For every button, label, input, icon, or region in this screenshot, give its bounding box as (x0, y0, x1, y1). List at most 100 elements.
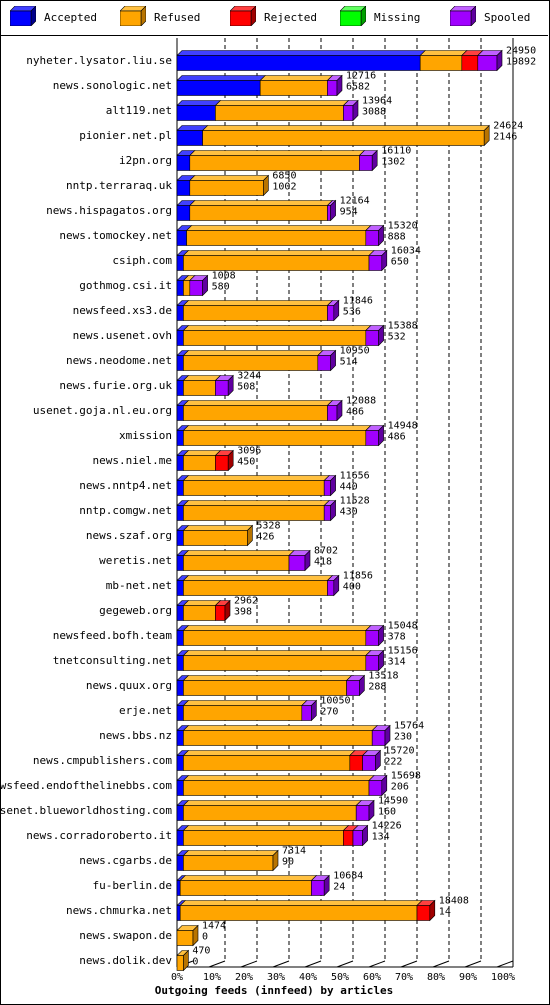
bar-16-rejected-side (227, 449, 234, 472)
bar-3-refused-face (202, 130, 485, 146)
bar-6-spooled-face (327, 205, 331, 221)
bar-19-refused-top (182, 525, 254, 531)
bar-18-spooled-side (330, 499, 336, 522)
tick-mark-80 (432, 960, 450, 968)
accepted-label-2: 3088 (362, 107, 386, 118)
bar-31-refused-top (182, 825, 350, 831)
accepted-label-24: 314 (388, 657, 406, 668)
bar-2-accepted-top (176, 100, 222, 106)
category-label-15: xmission (119, 429, 172, 442)
bar-31-accepted-face (176, 830, 184, 846)
bar-10-spooled-face (327, 305, 335, 321)
total-label-10: 11846 (343, 296, 373, 307)
bar-1-accepted-top (176, 75, 266, 81)
bar-20-refused-face (183, 555, 290, 571)
accepted-label-9: 580 (212, 282, 230, 293)
total-label-29: 15698 (391, 771, 421, 782)
bar-29-refused-face (183, 780, 370, 796)
bar-20-accepted-face (176, 555, 184, 571)
x-tick-label-60: 60% (363, 972, 381, 983)
accepted-label-28: 222 (384, 757, 402, 768)
bar-9-refused-face (183, 280, 191, 296)
bar-33-accepted-face (176, 880, 181, 896)
total-label-3: 24624 (493, 121, 523, 132)
category-label-16: news.niel.me (93, 454, 172, 467)
bar-3-accepted-face (176, 130, 203, 146)
category-label-10: newsfeed.xs3.de (73, 304, 172, 317)
bar-17-refused-top (182, 475, 330, 481)
category-label-4: i2pn.org (119, 154, 172, 167)
bar-34-refused-top (179, 900, 423, 906)
accepted-label-17: 440 (340, 482, 358, 493)
bar-19-refused-side (247, 524, 253, 547)
bar-19-accepted-face (176, 530, 184, 546)
bar-8-spooled-face (368, 255, 383, 271)
bar-28-spooled-face (362, 755, 376, 771)
bar-22-accepted-face (176, 605, 184, 621)
x-tick-label-100: 100% (491, 972, 515, 983)
bar-14-spooled-face (327, 405, 338, 421)
bar-34-refused-face (179, 905, 418, 921)
bar-3-refused-top (201, 125, 490, 131)
legend-swatch-missing (340, 6, 366, 26)
bar-2-spooled-side (352, 99, 359, 122)
category-label-29: newsfeed.endofthelinebbs.com (0, 779, 172, 792)
accepted-label-18: 430 (340, 507, 358, 518)
bar-23-refused-face (183, 630, 367, 646)
legend-swatch-accepted (10, 6, 36, 26)
x-axis-title: Outgoing feeds (innfeed) by articles (154, 984, 394, 997)
total-label-16: 3096 (237, 446, 261, 457)
category-label-17: news.nntp4.net (79, 479, 172, 492)
bar-32-refused-face (183, 855, 274, 871)
category-label-8: csiph.com (112, 254, 172, 267)
bar-17-spooled-side (330, 474, 336, 497)
bar-15-spooled-face (365, 430, 379, 446)
bar-4-refused-top (189, 150, 366, 156)
total-label-34: 18408 (439, 896, 469, 907)
bar-6-accepted-face (176, 205, 191, 221)
bar-14-spooled-side (336, 399, 343, 422)
bar-23-accepted-face (176, 630, 184, 646)
bar-2-spooled-face (343, 105, 354, 121)
bar-24-refused-face (183, 655, 367, 671)
bar-20-spooled-face (288, 555, 306, 571)
category-label-30: usenet.blueworldhosting.com (0, 804, 172, 817)
bar-24-accepted-face (176, 655, 184, 671)
accepted-label-26: 270 (320, 707, 338, 718)
x-tick-label-10: 10% (203, 972, 221, 983)
bar-7-spooled-side (378, 224, 384, 247)
bar-28-rejected-face (349, 755, 363, 771)
bar-5-refused-top (189, 175, 270, 181)
bar-11-accepted-face (176, 330, 184, 346)
accepted-label-25: 288 (368, 682, 386, 693)
bar-13-accepted-face (176, 380, 184, 396)
bar-2-refused-face (215, 105, 344, 121)
bar-22-rejected-face (215, 605, 226, 621)
total-label-12: 10950 (340, 346, 370, 357)
accepted-label-16: 450 (237, 457, 255, 468)
bar-30-refused-face (183, 805, 357, 821)
bar-21-accepted-face (176, 580, 184, 596)
category-label-22: gegeweb.org (99, 604, 172, 617)
bar-30-accepted-face (176, 805, 184, 821)
bar-26-spooled-face (301, 705, 312, 721)
bar-7-refused-face (186, 230, 367, 246)
bar-24-spooled-side (378, 649, 384, 672)
bar-0-refused-face (419, 55, 463, 71)
bar-34-rejected-face (416, 905, 431, 921)
total-label-4: 16110 (381, 146, 411, 157)
total-label-13: 3244 (237, 371, 261, 382)
category-label-24: tnetconsulting.net (53, 654, 172, 667)
bar-26-spooled-side (311, 699, 317, 722)
bar-18-accepted-face (176, 505, 184, 521)
bar-21-refused-top (182, 575, 334, 581)
bar-7-spooled-face (365, 230, 379, 246)
bar-29-accepted-face (176, 780, 184, 796)
total-label-22: 2962 (234, 596, 258, 607)
x-tick-label-20: 20% (235, 972, 253, 983)
accepted-label-22: 398 (234, 607, 252, 618)
accepted-label-4: 1302 (381, 157, 405, 168)
bar-7-refused-top (185, 225, 372, 231)
category-label-33: fu-berlin.de (93, 879, 172, 892)
